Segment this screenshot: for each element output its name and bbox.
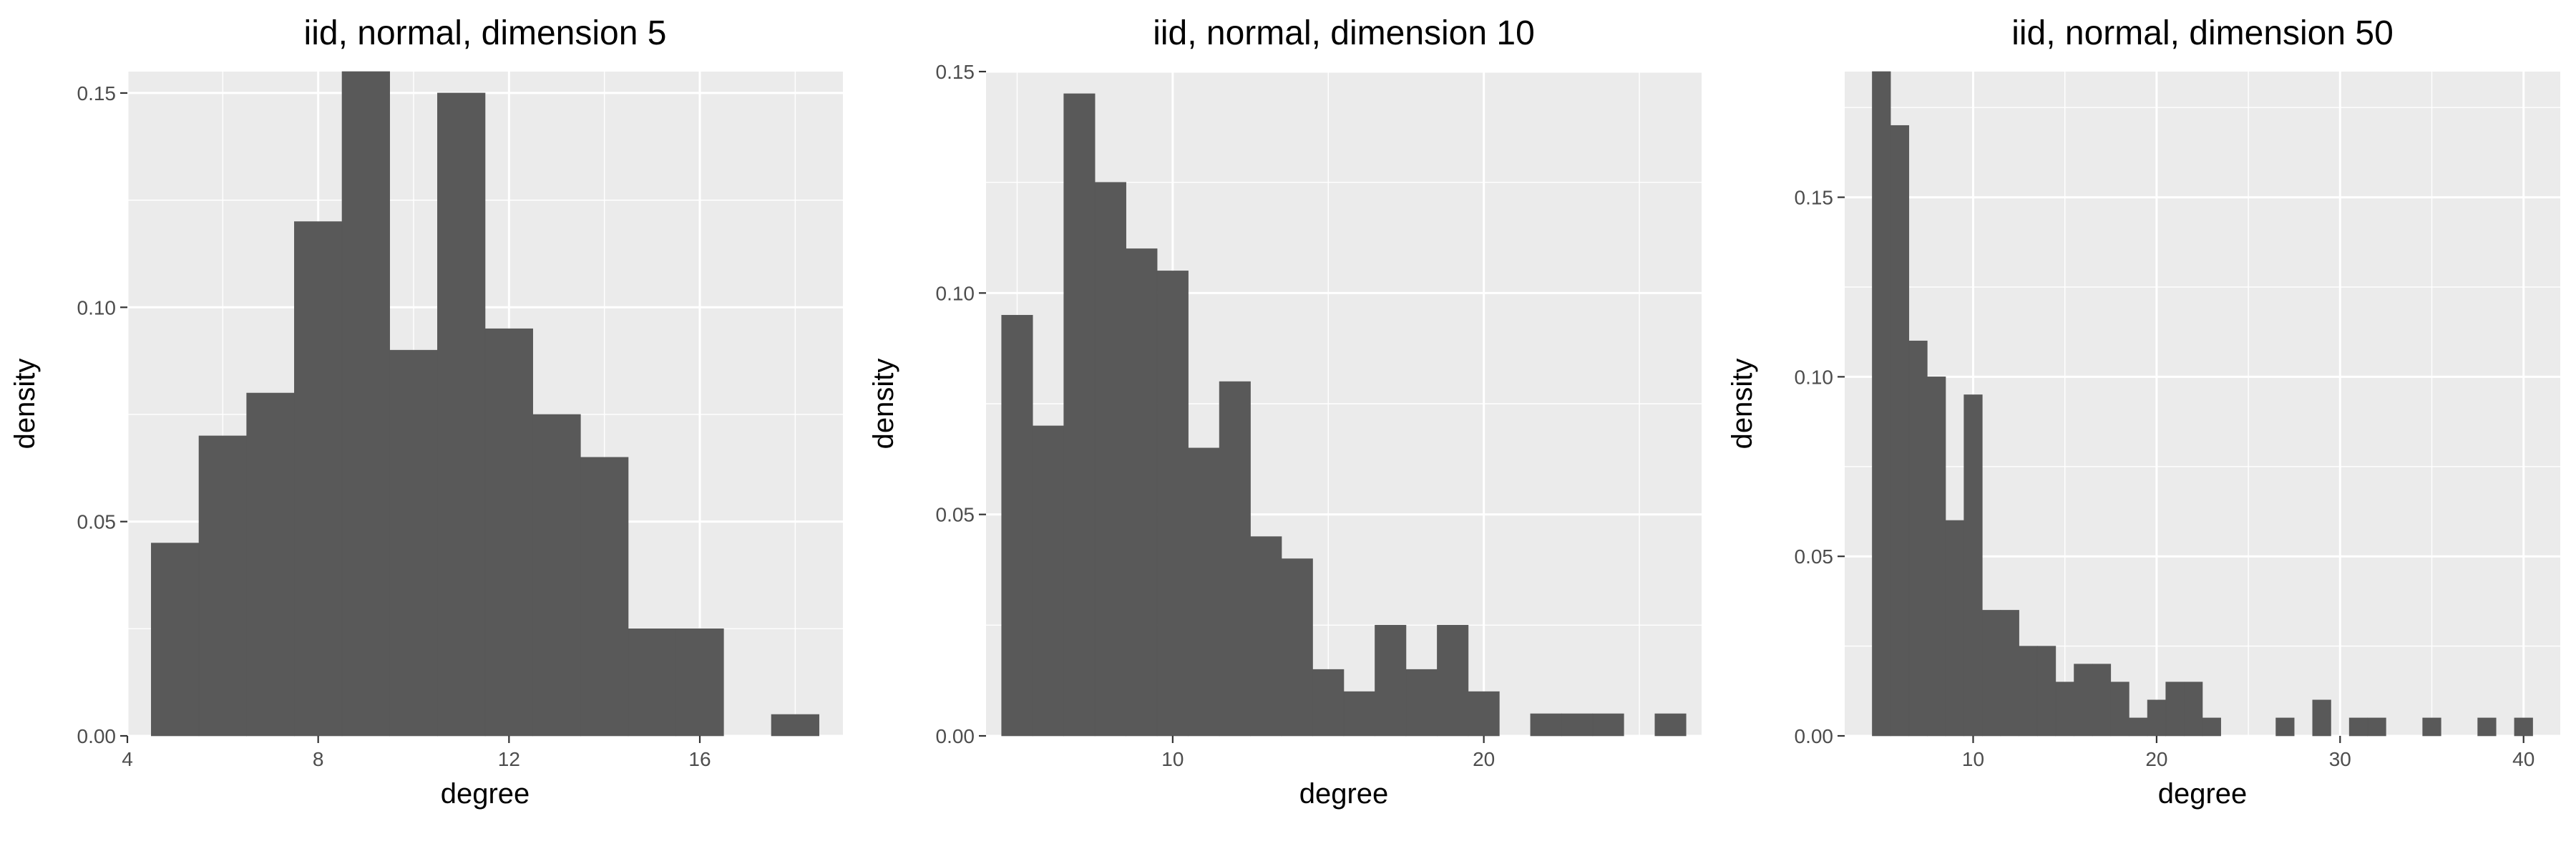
x-tick-label: 10 [1161,748,1184,770]
histogram-bar [2000,610,2019,737]
histogram-bar [2514,717,2533,737]
y-tick-label: 0.10 [1795,366,1834,388]
histogram-bar [1219,381,1251,737]
y-axis-title: density [1727,359,1758,450]
histogram-bar [628,629,676,737]
histogram-bar [2036,646,2057,737]
histogram-bar [1375,625,1407,737]
histogram-bar [2165,681,2185,737]
x-tick-label: 20 [1473,748,1495,770]
histogram-bar [675,629,724,737]
chart-panel-2: 0.00 0.05 0.10 0.15 10 20 degree density iid, no… [868,14,1702,810]
histogram-bar [1437,625,1469,737]
histogram-bar [389,349,438,737]
histogram-bar [1530,713,1562,737]
histogram-bar [2092,664,2112,737]
y-tick-label: 0.00 [936,725,975,747]
histogram-bar [2477,717,2497,737]
chart-panel-1: 0.00 0.05 0.10 0.15 4 8 12 16 degree density iid, … [9,14,843,810]
histogram-bar [2129,717,2148,737]
histogram-bar [1908,340,1928,737]
histogram-bar [2184,681,2203,737]
histogram-bar [1592,713,1624,737]
y-tick-label: 0.00 [77,725,117,747]
histogram-bar [1982,610,2001,737]
histogram-bar [1468,691,1500,737]
histogram-bar [2019,646,2038,737]
chart-panel-3: 0.00 0.05 0.10 0.15 10 20 30 40 degree density iid… [1727,14,2560,810]
histogram-bar [1032,425,1064,737]
histogram-bar [341,71,390,737]
y-axis-title: density [9,359,41,450]
histogram-bar [294,221,343,737]
histogram-bar [580,457,629,737]
histogram-bar [1126,248,1158,737]
x-tick-label: 8 [313,748,324,770]
x-axis-title: degree [2158,778,2248,810]
histogram-bar [484,328,533,737]
y-tick-label: 0.00 [1795,725,1834,747]
x-tick-label: 20 [2145,748,2167,770]
histogram-bar [1890,125,1910,737]
histogram-bar [2348,717,2368,737]
histogram-bar [2367,717,2386,737]
histogram-bar [2055,681,2074,737]
histogram-bar [1927,377,1946,737]
histogram-bar [246,392,295,737]
histogram-bar [1281,558,1313,737]
histogram-bar [1561,713,1594,737]
x-tick-label: 30 [2329,748,2351,770]
y-tick-label: 0.15 [77,82,117,105]
y-axis-title: density [868,359,899,450]
histogram-bar [437,92,486,737]
histogram-bar [1312,669,1345,737]
histogram-bar [1343,691,1375,737]
histogram-bar [1156,271,1189,737]
histogram-bar [1094,182,1126,737]
histogram-bar [1872,71,1891,737]
x-axis-title: degree [441,778,530,810]
histogram-bar [532,414,581,737]
histogram-bar [1945,520,1964,737]
y-tick-label: 0.05 [936,504,975,526]
histogram-bar [1063,93,1096,737]
histogram-bar [2202,717,2221,737]
y-tick-label: 0.10 [77,296,117,319]
histogram-bar [771,714,819,737]
y-tick-label: 0.05 [77,511,117,533]
plot-title: iid, normal, dimension 10 [1153,14,1535,52]
x-axis-title: degree [1299,778,1389,810]
histogram-bar [2275,717,2295,737]
histogram-bar [1188,447,1220,737]
histogram-bar [2147,699,2167,737]
plot-title: iid, normal, dimension 5 [304,14,667,52]
histogram-bar [1654,713,1687,737]
x-tick-label: 16 [688,748,711,770]
x-tick-label: 12 [498,748,520,770]
x-tick-label: 4 [122,748,133,770]
y-tick-label: 0.15 [936,61,975,83]
histogram-bar [1963,394,1983,737]
histogram-bar [1405,669,1438,737]
plot-title: iid, normal, dimension 50 [2011,14,2394,52]
histogram-bar [2312,699,2331,737]
histogram-bar [198,435,247,737]
histogram-bar [2422,717,2441,737]
histogram-bar [151,543,200,737]
histogram-bar [1250,536,1282,737]
y-tick-label: 0.05 [1795,545,1834,568]
x-tick-label: 40 [2512,748,2534,770]
histogram-bar [2110,681,2129,737]
y-tick-label: 0.15 [1795,187,1834,209]
histogram-bar [1001,314,1033,737]
histogram-bar [2074,664,2093,737]
y-tick-label: 0.10 [936,282,975,304]
x-tick-label: 10 [1962,748,1984,770]
